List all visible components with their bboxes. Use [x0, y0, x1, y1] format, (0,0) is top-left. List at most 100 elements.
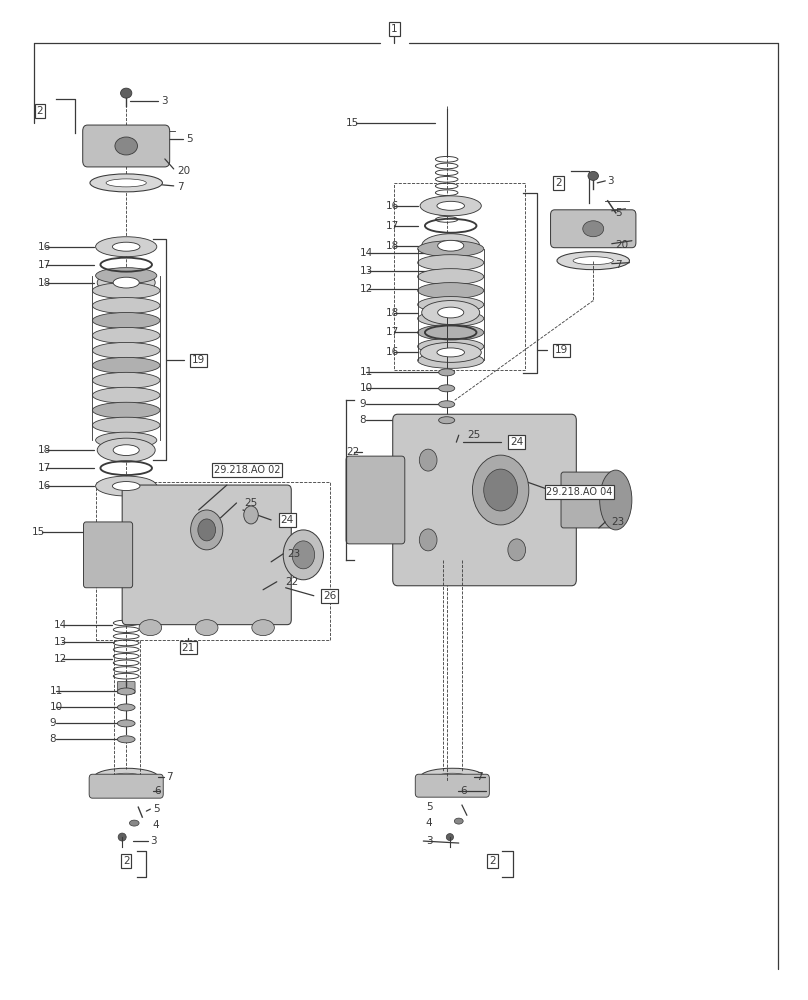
Ellipse shape [418, 241, 484, 257]
Text: 15: 15 [346, 118, 360, 128]
Text: 3: 3 [150, 836, 157, 846]
Ellipse shape [92, 283, 160, 299]
Ellipse shape [97, 438, 155, 462]
Ellipse shape [439, 401, 455, 408]
Text: 18: 18 [385, 241, 398, 251]
Text: 20: 20 [615, 240, 628, 250]
Ellipse shape [557, 252, 629, 270]
Text: 2: 2 [555, 178, 562, 188]
Ellipse shape [110, 773, 142, 781]
Ellipse shape [600, 470, 632, 530]
Ellipse shape [284, 530, 323, 580]
Text: 23: 23 [287, 549, 301, 559]
Text: 25: 25 [245, 498, 258, 508]
Ellipse shape [418, 311, 484, 326]
Text: 16: 16 [385, 347, 398, 357]
Ellipse shape [440, 436, 454, 448]
Ellipse shape [106, 179, 146, 187]
Text: 9: 9 [360, 399, 366, 409]
Text: 6: 6 [461, 786, 467, 796]
Ellipse shape [420, 768, 485, 786]
Text: 1: 1 [391, 24, 398, 34]
Text: 17: 17 [38, 260, 51, 270]
Text: 16: 16 [38, 481, 51, 491]
Ellipse shape [244, 506, 259, 524]
Ellipse shape [419, 449, 437, 471]
Ellipse shape [92, 372, 160, 388]
Ellipse shape [112, 482, 140, 491]
Text: 13: 13 [53, 637, 67, 647]
Text: 24: 24 [510, 437, 524, 447]
Ellipse shape [95, 268, 157, 284]
Ellipse shape [113, 277, 139, 288]
Text: 19: 19 [554, 345, 568, 355]
Text: 15: 15 [32, 527, 45, 537]
Ellipse shape [508, 539, 525, 561]
Ellipse shape [419, 529, 437, 551]
Ellipse shape [437, 201, 465, 210]
Text: 13: 13 [360, 266, 373, 276]
Ellipse shape [191, 510, 223, 550]
Ellipse shape [97, 271, 155, 295]
Ellipse shape [418, 352, 484, 368]
Text: 5: 5 [426, 802, 432, 812]
Ellipse shape [418, 283, 484, 299]
Text: 29.218.AO 02: 29.218.AO 02 [214, 465, 280, 475]
Text: 12: 12 [53, 654, 67, 664]
Text: 16: 16 [38, 242, 51, 252]
Text: 7: 7 [615, 260, 621, 270]
Text: 25: 25 [467, 430, 480, 440]
Ellipse shape [418, 324, 484, 340]
Ellipse shape [95, 432, 157, 448]
Ellipse shape [438, 240, 464, 251]
Ellipse shape [418, 297, 484, 313]
FancyBboxPatch shape [89, 774, 163, 798]
FancyBboxPatch shape [415, 774, 490, 797]
Ellipse shape [422, 234, 480, 258]
Ellipse shape [439, 385, 455, 392]
Ellipse shape [94, 768, 158, 786]
Text: 8: 8 [360, 415, 366, 425]
Ellipse shape [112, 242, 140, 251]
Text: 24: 24 [280, 515, 294, 525]
Text: 18: 18 [38, 278, 51, 288]
Bar [96, 482, 330, 640]
Ellipse shape [117, 704, 135, 711]
Text: 4: 4 [153, 820, 159, 830]
Text: 5: 5 [187, 134, 193, 144]
Ellipse shape [92, 357, 160, 373]
FancyBboxPatch shape [117, 681, 135, 693]
Ellipse shape [95, 476, 157, 496]
Ellipse shape [115, 137, 137, 155]
Text: 7: 7 [477, 772, 483, 782]
Ellipse shape [92, 342, 160, 358]
Ellipse shape [117, 736, 135, 743]
Text: 17: 17 [38, 463, 51, 473]
Ellipse shape [118, 833, 126, 841]
Text: 4: 4 [426, 818, 432, 828]
Ellipse shape [196, 620, 218, 636]
Text: 6: 6 [154, 786, 161, 796]
Text: 3: 3 [426, 836, 432, 846]
Ellipse shape [95, 237, 157, 257]
Text: 17: 17 [385, 327, 398, 337]
Text: 29.218.AO 04: 29.218.AO 04 [546, 487, 612, 497]
Ellipse shape [92, 327, 160, 343]
Text: 7: 7 [177, 182, 183, 192]
Ellipse shape [113, 445, 139, 456]
Ellipse shape [117, 720, 135, 727]
Ellipse shape [418, 255, 484, 271]
Text: 10: 10 [360, 383, 372, 393]
Text: 23: 23 [612, 517, 625, 527]
Ellipse shape [573, 257, 613, 265]
Ellipse shape [588, 171, 599, 180]
Bar [394, 183, 524, 370]
Ellipse shape [292, 541, 314, 569]
Ellipse shape [439, 369, 455, 376]
Text: 2: 2 [123, 856, 129, 866]
Text: 26: 26 [323, 591, 337, 601]
Text: 5: 5 [153, 804, 159, 814]
Ellipse shape [252, 620, 275, 636]
Ellipse shape [92, 298, 160, 314]
Ellipse shape [420, 342, 482, 362]
